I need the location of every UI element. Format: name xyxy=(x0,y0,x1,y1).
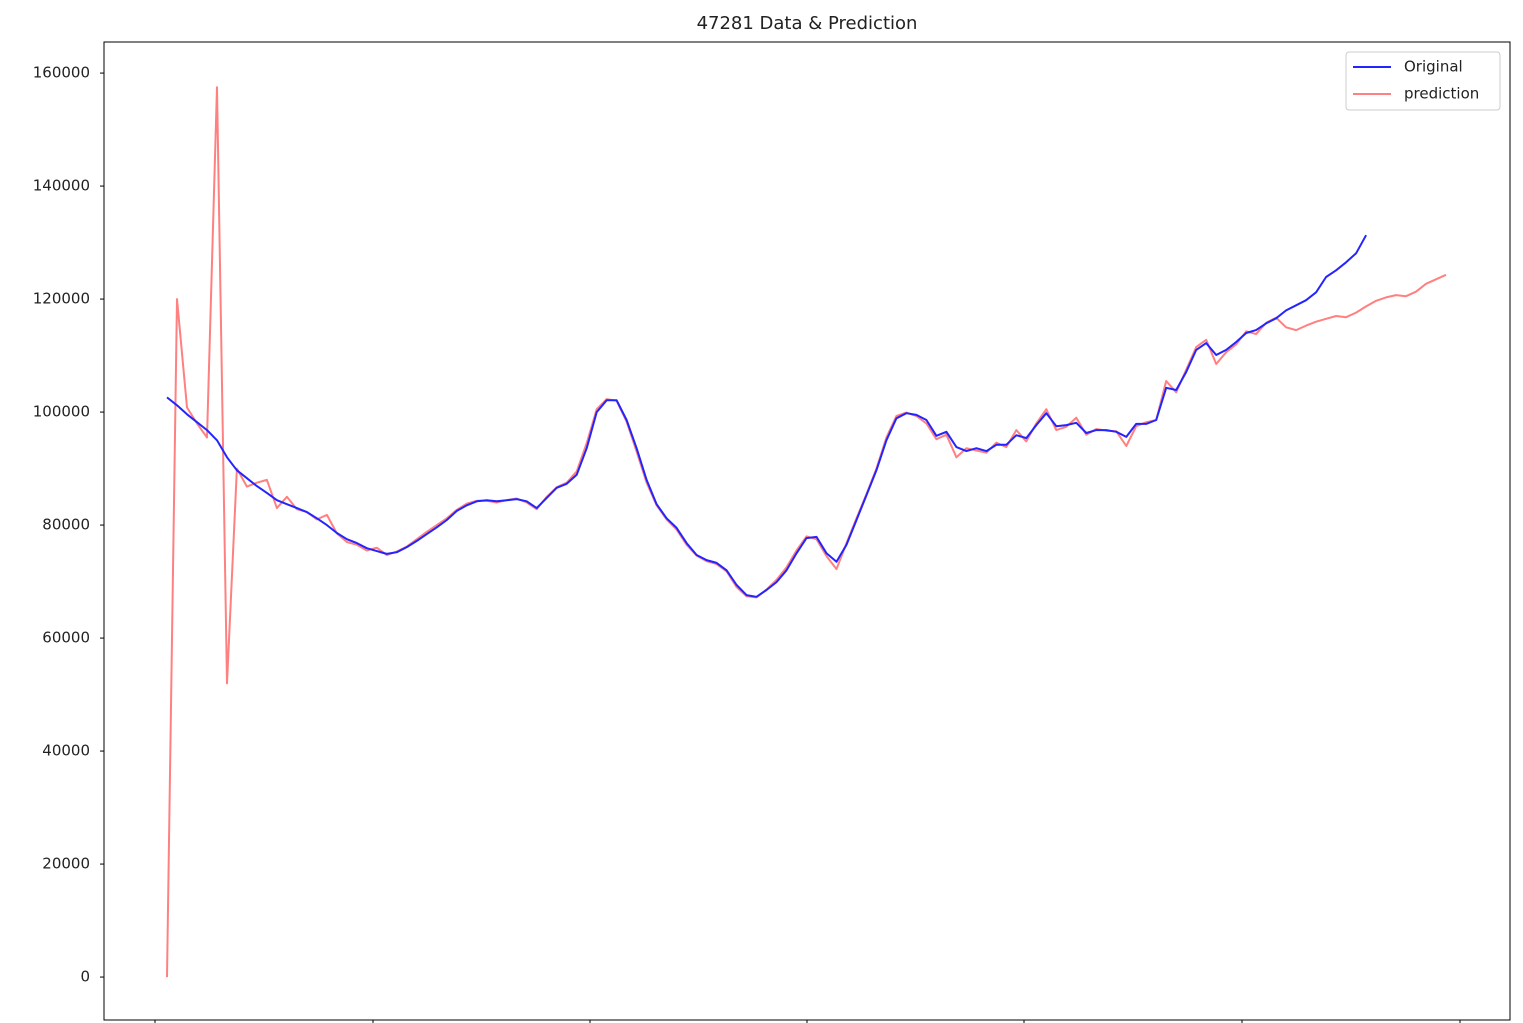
legend-label: Original xyxy=(1404,58,1463,76)
series-line xyxy=(166,234,1367,598)
chart-title: 47281 Data & Prediction xyxy=(697,13,918,34)
series-line xyxy=(166,86,1447,978)
y-tick-label: 100000 xyxy=(33,403,90,421)
y-tick-label: 0 xyxy=(80,968,90,986)
y-tick-label: 120000 xyxy=(33,290,90,308)
plot-frame xyxy=(103,41,1511,1021)
y-tick-label: 80000 xyxy=(42,516,90,534)
y-tick-label: 20000 xyxy=(42,855,90,873)
legend-label: prediction xyxy=(1404,85,1479,103)
y-tick-label: 140000 xyxy=(33,177,90,195)
x-ticks xyxy=(154,1020,1461,1023)
y-tick-label: 160000 xyxy=(33,64,90,82)
y-tick-label: 60000 xyxy=(42,629,90,647)
y-tick-label: 40000 xyxy=(42,742,90,760)
